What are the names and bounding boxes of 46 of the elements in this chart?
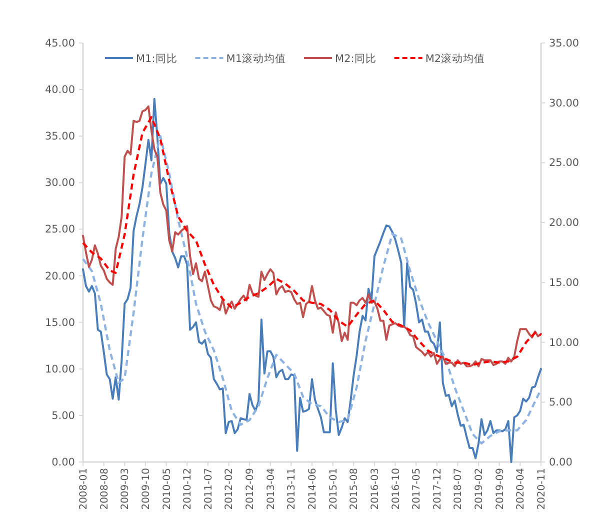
y2-tick-label: 25.00 bbox=[549, 157, 580, 170]
y-tick-label: 40.00 bbox=[44, 84, 75, 96]
x-tick-label: 2012-09 bbox=[245, 468, 256, 510]
x-tick-label: 2009-03 bbox=[120, 468, 132, 510]
x-tick-label: 2012-02 bbox=[224, 468, 236, 510]
y-tick-label: 20.00 bbox=[44, 270, 75, 282]
x-tick-label: 2008-08 bbox=[99, 468, 110, 510]
y2-tick-label: 35.00 bbox=[549, 38, 580, 50]
x-tick-label: 2010-05 bbox=[162, 468, 173, 510]
y-tick-label: 5.00 bbox=[52, 410, 75, 422]
y-tick-label: 45.00 bbox=[44, 38, 75, 50]
y2-tick-label: 20.00 bbox=[549, 217, 580, 230]
y-tick-label: 15.00 bbox=[44, 316, 75, 329]
x-tick-label: 2020-11 bbox=[536, 468, 548, 510]
x-tick-label: 2019-02 bbox=[474, 468, 486, 510]
y2-tick-label: 15.00 bbox=[549, 276, 580, 289]
x-tick-label: 2016-10 bbox=[390, 468, 402, 510]
x-tick-label: 2020-04 bbox=[516, 468, 527, 510]
x-tick-label: 2014-06 bbox=[308, 468, 318, 510]
x-tick-label: 2015-08 bbox=[349, 468, 360, 510]
x-tick-label: 2015-01 bbox=[328, 468, 340, 510]
y2-tick-label: 30.00 bbox=[549, 97, 580, 110]
y-tick-label: 25.00 bbox=[44, 224, 75, 236]
x-tick-label: 2013-04 bbox=[266, 468, 277, 510]
x-tick-label: 2017-12 bbox=[432, 468, 444, 510]
x-tick-label: 2011-07 bbox=[203, 468, 214, 510]
x-tick-label: 2009-10 bbox=[140, 468, 152, 510]
y2-tick-label: 5.00 bbox=[549, 396, 572, 409]
x-tick-label: 2019-09 bbox=[494, 468, 506, 510]
y-tick-label: 10.00 bbox=[44, 363, 75, 376]
x-tick-label: 2016-03 bbox=[370, 468, 381, 510]
x-tick-label: 2013-11 bbox=[286, 468, 298, 510]
line-series bbox=[82, 135, 542, 444]
y2-tick-label: 0.00 bbox=[549, 456, 572, 468]
y-tick-label: 0.00 bbox=[52, 456, 75, 468]
legend-label: M1:同比 bbox=[136, 52, 178, 65]
legend-label: M1滚动均值 bbox=[226, 52, 286, 65]
y2-tick-label: 10.00 bbox=[549, 336, 580, 349]
x-tick-label: 2017-05 bbox=[412, 468, 423, 510]
legend-label: M2滚动均值 bbox=[425, 52, 486, 65]
y-tick-label: 30.00 bbox=[44, 177, 75, 190]
y-tick-label: 35.00 bbox=[44, 130, 75, 143]
x-tick-label: 2008-01 bbox=[78, 468, 90, 510]
x-tick-label: 2010-12 bbox=[182, 468, 194, 510]
x-tick-label: 2018-07 bbox=[453, 468, 464, 510]
legend-label: M2:同比 bbox=[335, 52, 376, 65]
